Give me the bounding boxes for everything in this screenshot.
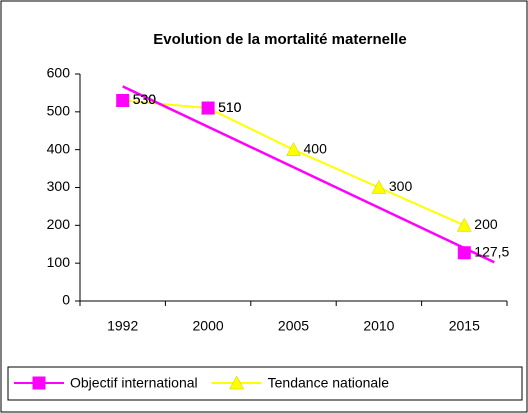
marker (286, 142, 301, 156)
y-tick-label: 0 (62, 292, 70, 308)
marker (456, 217, 472, 232)
trendline (122, 85, 495, 264)
x-tick-label: 2000 (193, 318, 224, 334)
chart-title: Evolution de la mortalité maternelle (153, 31, 406, 48)
data-label: 200 (474, 216, 498, 232)
x-tick-label: 2010 (363, 318, 394, 334)
marker (116, 93, 130, 107)
marker (457, 246, 471, 260)
legend-label: Tendance nationale (268, 375, 390, 391)
legend-marker (229, 375, 245, 390)
y-tick-label: 200 (47, 216, 71, 232)
x-tick-label: 2005 (278, 318, 309, 334)
y-tick-label: 600 (47, 65, 71, 81)
data-label: 300 (389, 178, 413, 194)
legend-box (7, 366, 523, 401)
data-label: 510 (218, 99, 242, 115)
data-label: 127,5 (474, 243, 509, 259)
data-label: 400 (304, 140, 328, 156)
x-tick-label: 2015 (449, 318, 480, 334)
y-tick-label: 300 (47, 178, 71, 194)
legend-label: Objectif international (70, 375, 198, 391)
marker (201, 101, 215, 115)
marker (371, 179, 387, 194)
data-label: 510 (218, 99, 242, 115)
x-tick-label: 1992 (107, 318, 138, 334)
y-tick-label: 400 (47, 140, 71, 156)
y-tick-label: 500 (47, 103, 71, 119)
legend-marker (32, 376, 46, 390)
data-label: 530 (133, 91, 157, 107)
y-tick-label: 100 (47, 254, 71, 270)
